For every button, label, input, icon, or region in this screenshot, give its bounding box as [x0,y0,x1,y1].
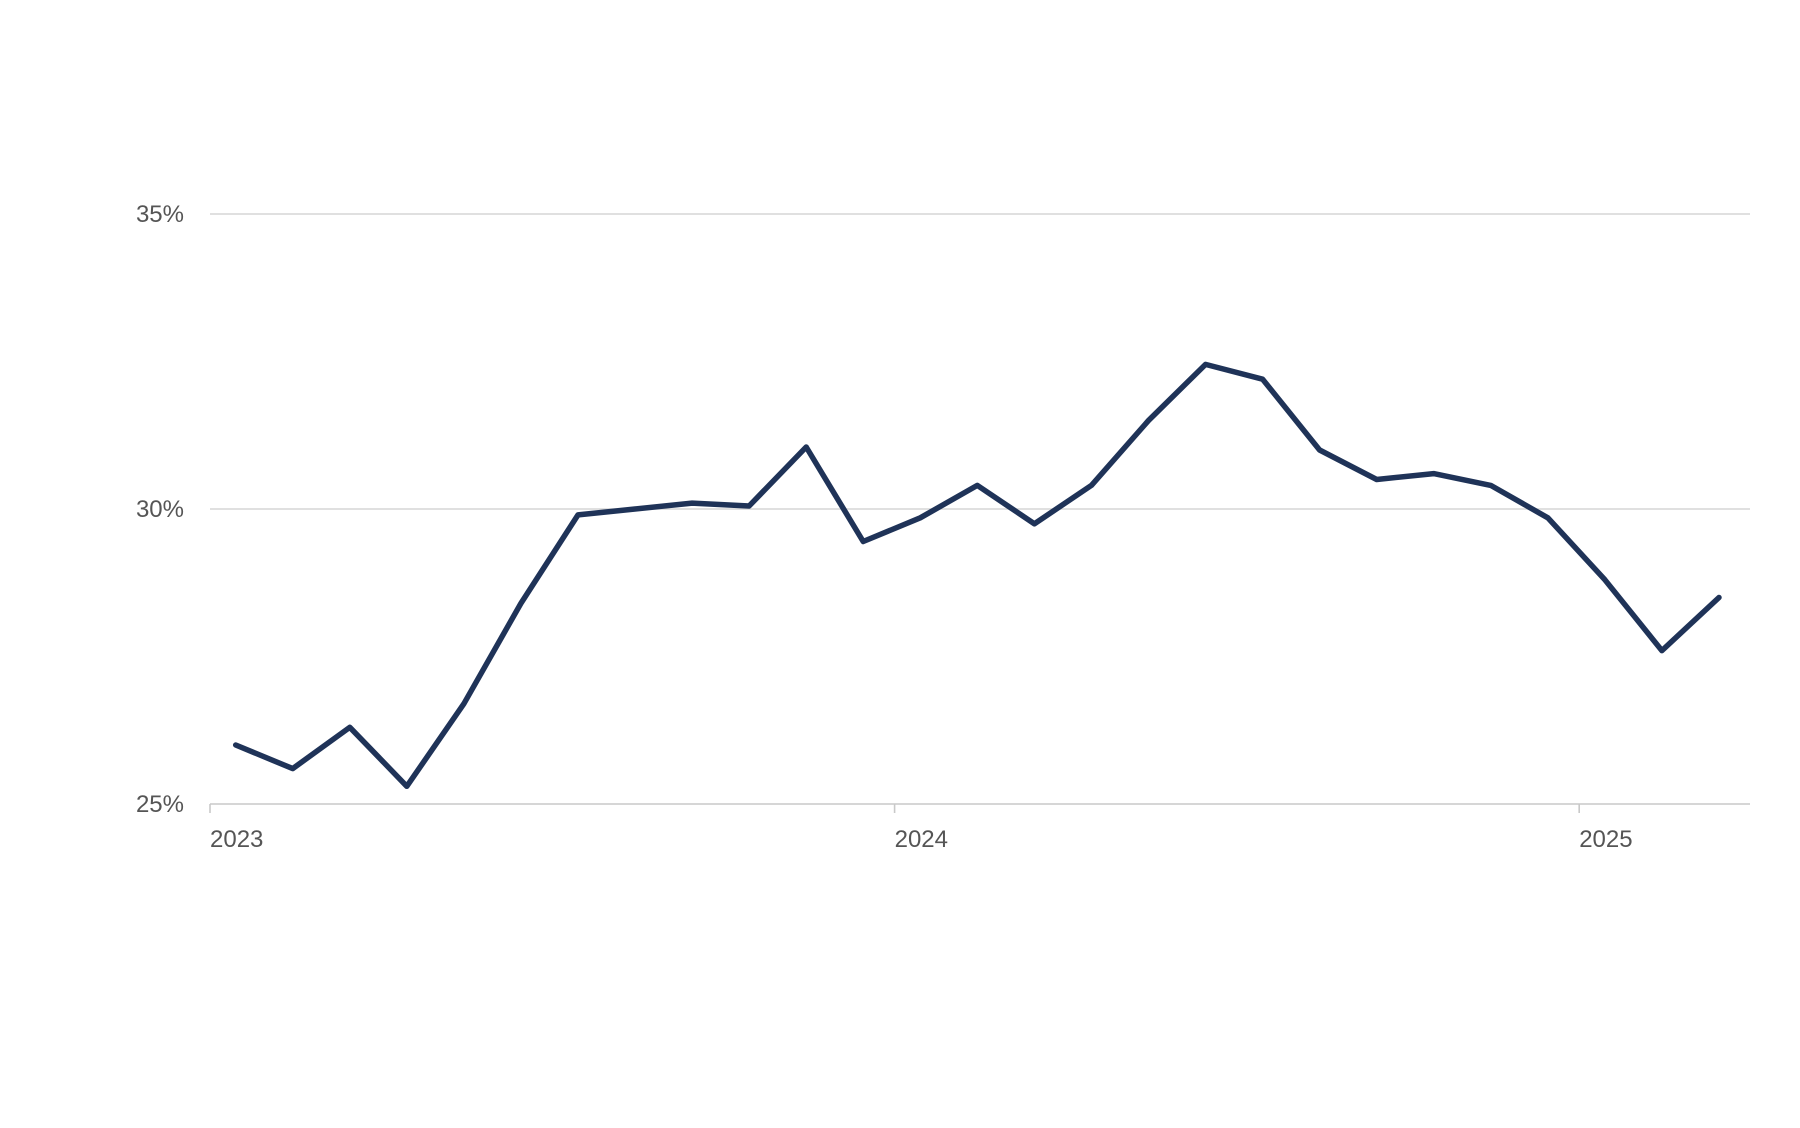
data-point [1602,577,1607,582]
data-point [918,515,923,520]
x-tick-label: 2025 [1579,826,1632,853]
data-point [1431,471,1436,476]
data-point [290,766,295,771]
data-point [347,725,352,730]
data-point [1032,521,1037,526]
data-point [1260,377,1265,382]
data-point [518,601,523,606]
data-point [1488,483,1493,488]
data-point [404,784,409,789]
data-point [1089,483,1094,488]
data-point [861,539,866,544]
data-point [975,483,980,488]
y-tick-label: 30% [136,496,184,523]
data-point [747,504,752,509]
data-point [1659,648,1664,653]
series-layer [232,361,1722,790]
series-line [232,361,1722,790]
label-layer: 25% 30% 35% 2023 2024 2025 [136,201,1633,853]
data-point [1374,477,1379,482]
data-point [233,743,238,748]
data-point [804,445,809,450]
data-point [1317,448,1322,453]
data-point [1717,595,1722,600]
data-point [633,507,638,512]
data-point [461,701,466,706]
data-point [576,512,581,517]
data-point [1203,362,1208,367]
x-tick-label: 2023 [210,826,263,853]
x-tick-label: 2024 [895,826,948,853]
y-tick-label: 35% [136,201,184,228]
grid-layer [210,213,1750,510]
y-tick-label: 25% [136,791,184,818]
data-point [690,501,695,506]
data-point [1545,515,1550,520]
axis-layer [209,803,1750,813]
data-point [1146,418,1151,423]
